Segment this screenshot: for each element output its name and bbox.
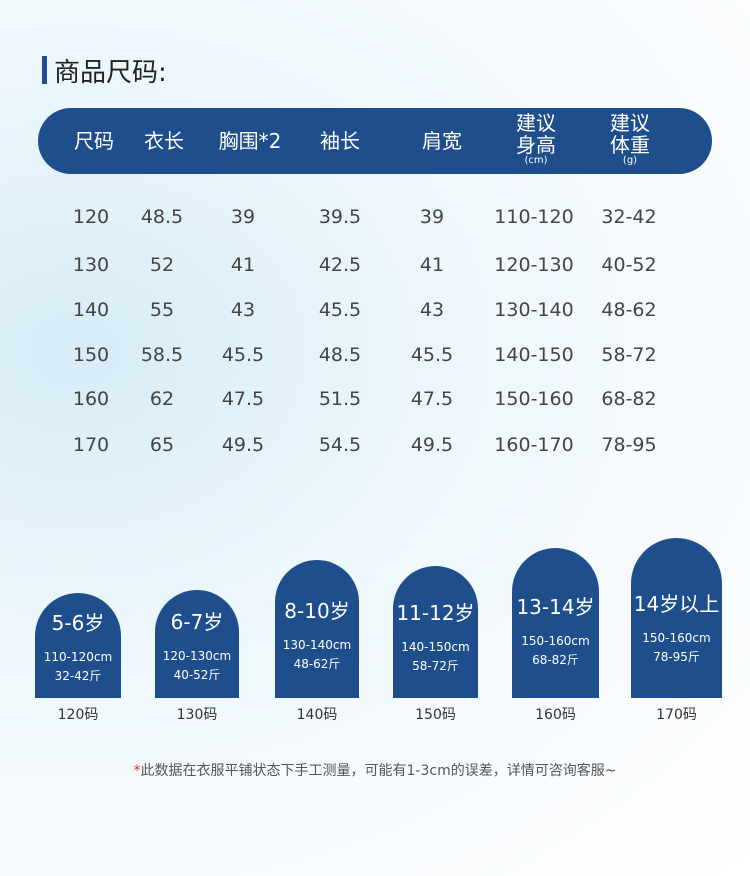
- table-cell: 120-130: [494, 254, 574, 276]
- table-cell: 47.5: [221, 388, 265, 410]
- size-card: 14岁以上 150-160cm 78-95斤: [631, 538, 722, 698]
- title: 商品尺码:: [54, 58, 167, 88]
- table-cell: 40-52: [601, 254, 657, 276]
- table-cell: 150: [72, 344, 110, 366]
- table-cell: 39: [230, 206, 256, 228]
- table-cell: 49.5: [221, 434, 265, 456]
- card-height: 150-160cm: [521, 634, 590, 648]
- card-size-label: 130码: [176, 707, 218, 723]
- header-cell: 建议 身高 (cm): [516, 112, 556, 166]
- table-cell: 41: [230, 254, 256, 276]
- table-cell: 110-120: [494, 206, 574, 228]
- table-cell: 140: [72, 299, 110, 321]
- size-card: 13-14岁 150-160cm 68-82斤: [512, 548, 599, 698]
- table-cell: 58.5: [140, 344, 184, 366]
- table-cell: 32-42: [601, 206, 657, 228]
- card-weight: 40-52斤: [173, 667, 221, 682]
- header-line: 建议: [516, 111, 556, 135]
- table-cell: 160: [72, 388, 110, 410]
- footnote-mark: *: [133, 763, 141, 779]
- table-cell: 62: [149, 388, 175, 410]
- title-bar: [42, 56, 47, 84]
- card-age: 6-7岁: [170, 609, 224, 634]
- table-cell: 48-62: [601, 299, 657, 321]
- header-unit: (cm): [524, 155, 548, 166]
- footnote: *此数据在衣服平铺状态下手工测量，可能有1-3cm的误差，详情可咨询客服~: [0, 760, 750, 780]
- card-age: 8-10岁: [284, 599, 350, 624]
- table-cell: 39.5: [318, 206, 362, 228]
- card-age: 11-12岁: [396, 601, 475, 626]
- table-cell: 130: [72, 254, 110, 276]
- table-cell: 45.5: [318, 299, 362, 321]
- card-weight: 48-62斤: [293, 657, 341, 672]
- header-line: 袖长: [320, 129, 360, 153]
- table-cell: 55: [149, 299, 175, 321]
- table-cell: 51.5: [318, 388, 362, 410]
- card-height: 110-120cm: [43, 649, 113, 664]
- header-line: 建议: [610, 111, 650, 135]
- table-cell: 58-72: [601, 344, 657, 366]
- card-size-label: 160码: [535, 707, 576, 723]
- header-line: 尺码: [74, 129, 114, 153]
- card-size-label: 120码: [57, 707, 99, 723]
- table-cell: 54.5: [318, 434, 362, 456]
- table-cell: 39: [419, 206, 445, 228]
- header-cell: 尺码: [74, 130, 114, 152]
- header-line: 身高: [516, 133, 556, 157]
- size-card: 8-10岁 130-140cm 48-62斤: [275, 560, 359, 698]
- card-height: 140-150cm: [401, 640, 470, 655]
- table-cell: 47.5: [410, 388, 454, 410]
- header-cell: 胸围*2: [219, 130, 282, 152]
- card-weight: 58-72斤: [412, 659, 459, 674]
- table-cell: 45.5: [221, 344, 265, 366]
- header-cell: 衣长: [144, 130, 184, 152]
- table-cell: 130-140: [494, 299, 574, 321]
- header-cell: 袖长: [320, 130, 360, 152]
- card-height: 150-160cm: [642, 630, 711, 645]
- card-weight: 68-82斤: [532, 653, 579, 667]
- table-cell: 42.5: [318, 254, 362, 276]
- table-cell: 48.5: [140, 206, 184, 228]
- table-cell: 48.5: [318, 344, 362, 366]
- header-line: 肩宽: [422, 129, 462, 153]
- header-line: 胸围*2: [218, 129, 282, 153]
- card-weight: 78-95斤: [653, 649, 700, 664]
- header-cell: 建议 体重 (g): [610, 112, 650, 166]
- header-cell: 肩宽: [422, 130, 462, 152]
- table-cell: 150-160: [494, 388, 574, 410]
- footnote-text: 此数据在衣服平铺状态下手工测量，可能有1-3cm的误差，详情可咨询客服~: [140, 763, 617, 779]
- size-card: 5-6岁 110-120cm 32-42斤: [35, 593, 121, 698]
- table-cell: 43: [230, 299, 256, 321]
- card-height: 130-140cm: [282, 638, 352, 653]
- table-cell: 45.5: [410, 344, 454, 366]
- size-card: 11-12岁 140-150cm 58-72斤: [393, 566, 478, 698]
- table-cell: 43: [419, 299, 445, 321]
- table-cell: 120: [72, 206, 110, 228]
- table-cell: 170: [72, 434, 110, 456]
- card-size-label: 150码: [415, 707, 456, 723]
- card-size-label: 170码: [656, 707, 697, 723]
- card-height: 120-130cm: [162, 648, 232, 663]
- card-size-label: 140码: [296, 707, 338, 723]
- header-line: 衣长: [144, 129, 184, 153]
- table-header: 尺码 衣长 胸围*2 袖长 肩宽 建议 身高 (cm) 建议 体重 (g): [38, 108, 712, 174]
- header-line: 体重: [610, 133, 650, 157]
- table-cell: 78-95: [601, 434, 657, 456]
- table-cell: 140-150: [494, 344, 574, 366]
- table-cell: 52: [149, 254, 175, 276]
- card-age: 14岁以上: [633, 591, 720, 616]
- table-cell: 41: [419, 254, 445, 276]
- table-cell: 68-82: [601, 388, 657, 410]
- card-age: 13-14岁: [516, 595, 595, 619]
- table-cell: 49.5: [410, 434, 454, 456]
- header-unit: (g): [622, 155, 638, 166]
- card-weight: 32-42斤: [54, 668, 102, 683]
- table-cell: 160-170: [494, 434, 574, 456]
- size-card: 6-7岁 120-130cm 40-52斤: [155, 590, 239, 698]
- card-age: 5-6岁: [51, 610, 105, 635]
- table-cell: 65: [149, 434, 175, 456]
